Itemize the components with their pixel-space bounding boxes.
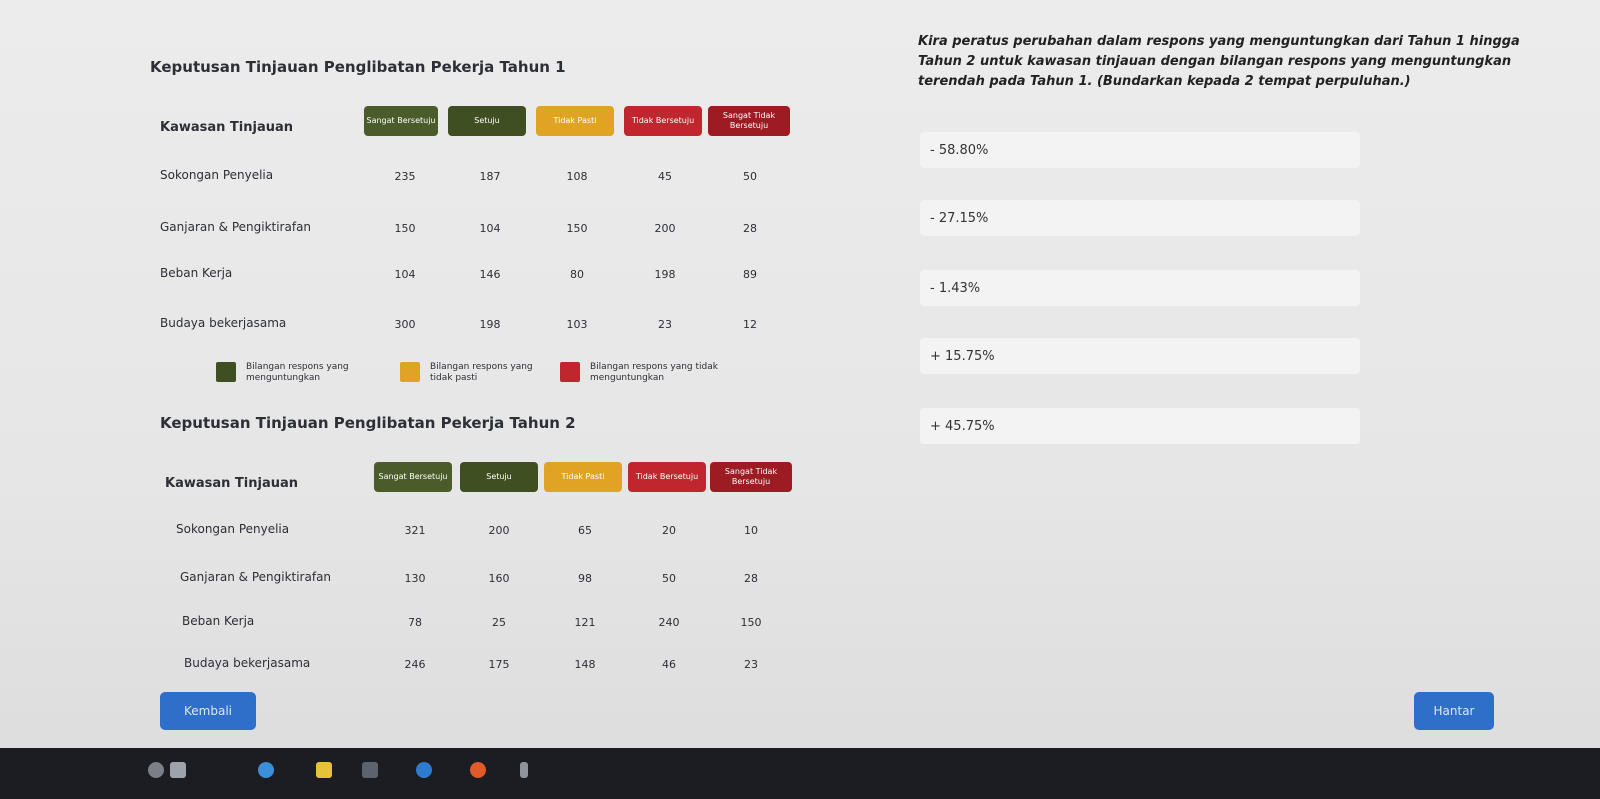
folder-icon[interactable] <box>316 762 332 778</box>
answer-option-5[interactable]: + 45.75% <box>920 408 1360 444</box>
year2-cell: 121 <box>574 616 596 629</box>
year1-cell: 150 <box>394 222 416 235</box>
answer-option-label: - 1.43% <box>930 280 981 296</box>
year1-cell: 235 <box>394 170 416 183</box>
menu-icon[interactable] <box>520 762 528 778</box>
year2-cell: 98 <box>578 572 592 585</box>
year2-cell: 20 <box>662 524 676 537</box>
legend-unsure-swatch <box>400 362 420 382</box>
legend-favourable-swatch <box>216 362 236 382</box>
avatar-icon[interactable] <box>148 762 164 778</box>
year2-cell: 200 <box>488 524 510 537</box>
legend-unfavourable-label: Bilangan respons yang tidak menguntungka… <box>590 362 718 383</box>
year2-cell: 130 <box>404 572 426 585</box>
answer-option-3[interactable]: - 1.43% <box>920 270 1360 306</box>
year1-cell: 198 <box>654 268 676 281</box>
submit-button[interactable]: Hantar <box>1414 692 1494 730</box>
year2-header-strongly-disagree: Sangat Tidak Bersetuju <box>710 462 792 492</box>
legend-unfavourable-swatch <box>560 362 580 382</box>
year2-row-label: Budaya bekerjasama <box>184 656 311 670</box>
year1-row-label: Sokongan Penyelia <box>160 168 274 182</box>
legend-unsure-label: Bilangan respons yang tidak pasti <box>430 362 533 383</box>
year2-cell: 160 <box>488 572 510 585</box>
home-icon[interactable] <box>170 762 186 778</box>
year1-cell: 80 <box>570 268 584 281</box>
year1-cell: 150 <box>566 222 588 235</box>
year1-cell: 23 <box>658 318 672 331</box>
calendar-icon[interactable] <box>362 762 378 778</box>
year1-area-label: Kawasan Tinjauan <box>160 120 294 135</box>
year1-header-disagree: Tidak Bersetuju <box>624 106 702 136</box>
year1-cell: 12 <box>743 318 757 331</box>
legend-favourable-label: Bilangan respons yang menguntungkan <box>246 362 349 383</box>
year2-area-label: Kawasan Tinjauan <box>165 476 299 491</box>
year2-cell: 23 <box>744 658 758 671</box>
year2-cell: 10 <box>744 524 758 537</box>
year2-header-strongly-agree: Sangat Bersetuju <box>374 462 452 492</box>
year2-cell: 25 <box>492 616 506 629</box>
year1-cell: 198 <box>479 318 501 331</box>
year1-cell: 104 <box>479 222 501 235</box>
year2-title: Keputusan Tinjauan Penglibatan Pekerja T… <box>160 414 576 432</box>
answer-option-label: + 15.75% <box>930 348 995 364</box>
question-text: Kira peratus perubahan dalam respons yan… <box>918 34 1520 89</box>
media-icon[interactable] <box>470 762 486 778</box>
back-button[interactable]: Kembali <box>160 692 256 730</box>
year2-cell: 240 <box>658 616 680 629</box>
year2-header-unsure: Tidak Pasti <box>544 462 622 492</box>
year1-cell: 300 <box>394 318 416 331</box>
year2-cell: 175 <box>488 658 510 671</box>
year1-cell: 45 <box>658 170 672 183</box>
year1-cell: 28 <box>743 222 757 235</box>
year2-row-label: Sokongan Penyelia <box>176 522 290 536</box>
year2-row-label: Ganjaran & Pengiktirafan <box>180 570 332 584</box>
year2-cell: 150 <box>740 616 762 629</box>
app-icon[interactable] <box>416 762 432 778</box>
year1-cell: 89 <box>743 268 757 281</box>
year2-row-label: Beban Kerja <box>182 614 255 628</box>
year2-cell: 148 <box>574 658 596 671</box>
year2-header-agree: Setuju <box>460 462 538 492</box>
taskbar <box>0 748 1600 799</box>
year2-cell: 28 <box>744 572 758 585</box>
year1-row-label: Ganjaran & Pengiktirafan <box>160 220 312 234</box>
year2-cell: 78 <box>408 616 422 629</box>
year2-cell: 50 <box>662 572 676 585</box>
year1-title: Keputusan Tinjauan Penglibatan Pekerja T… <box>150 58 566 76</box>
year1-header-unsure: Tidak Pasti <box>536 106 614 136</box>
year1-header-strongly-disagree: Sangat Tidak Bersetuju <box>708 106 790 136</box>
answer-option-4[interactable]: + 15.75% <box>920 338 1360 374</box>
year1-cell: 187 <box>479 170 501 183</box>
answer-option-label: - 58.80% <box>930 142 989 158</box>
answer-option-label: - 27.15% <box>930 210 989 226</box>
year1-cell: 104 <box>394 268 416 281</box>
year1-header-agree: Setuju <box>448 106 526 136</box>
answer-option-2[interactable]: - 27.15% <box>920 200 1360 236</box>
year2-cell: 46 <box>662 658 676 671</box>
year1-row-label: Beban Kerja <box>160 266 233 280</box>
year1-cell: 50 <box>743 170 757 183</box>
answer-option-label: + 45.75% <box>930 418 995 434</box>
browser-icon[interactable] <box>258 762 274 778</box>
year1-row-label: Budaya bekerjasama <box>160 316 287 330</box>
year2-cell: 246 <box>404 658 426 671</box>
answer-option-1[interactable]: - 58.80% <box>920 132 1360 168</box>
year2-cell: 321 <box>404 524 426 537</box>
year1-cell: 200 <box>654 222 676 235</box>
year2-cell: 65 <box>578 524 592 537</box>
year2-header-disagree: Tidak Bersetuju <box>628 462 706 492</box>
year1-cell: 108 <box>566 170 588 183</box>
year1-cell: 103 <box>566 318 588 331</box>
year1-header-strongly-agree: Sangat Bersetuju <box>364 106 438 136</box>
year1-cell: 146 <box>479 268 501 281</box>
